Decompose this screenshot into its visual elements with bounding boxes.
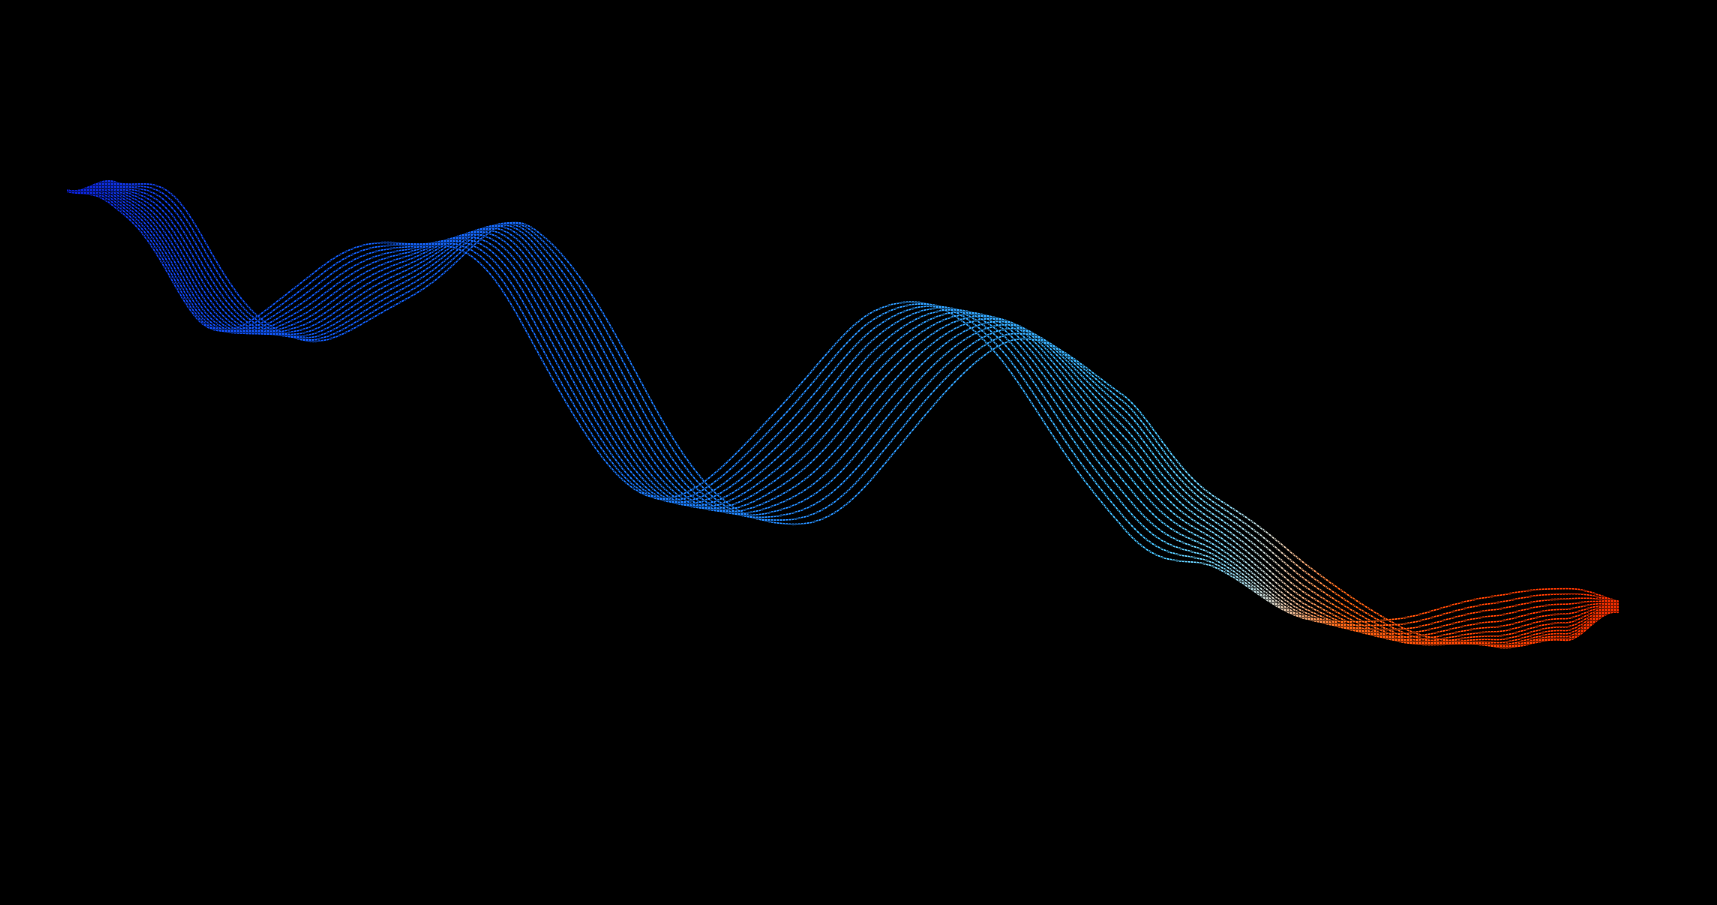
wave-strand xyxy=(67,182,1619,646)
wave-strand xyxy=(67,188,1619,638)
wave-strand xyxy=(67,181,1619,646)
wave-strand xyxy=(67,189,1619,635)
wave-strand xyxy=(67,180,1619,649)
wave-strand xyxy=(67,190,1619,623)
wave-strand xyxy=(67,180,1619,649)
wave-strand xyxy=(67,180,1619,648)
wave-strand-group-underlay xyxy=(67,180,1619,649)
wave-strand xyxy=(67,181,1619,646)
wave-strand xyxy=(67,190,1619,627)
wave-strand xyxy=(67,189,1619,631)
